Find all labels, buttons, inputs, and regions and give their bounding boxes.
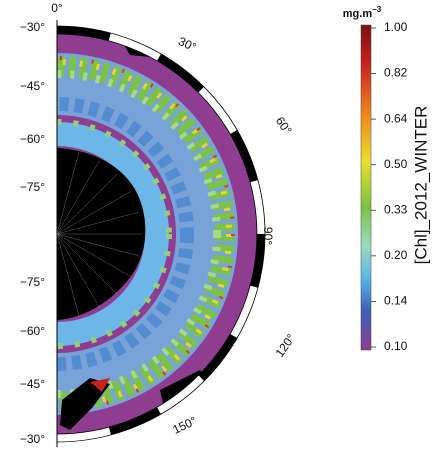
longitude-label: 150° — [170, 414, 199, 437]
colorbar-tick-label: 0.50 — [384, 157, 408, 171]
colorbar-tick-label: 1.00 — [384, 20, 408, 34]
colorbar — [361, 25, 371, 350]
colorbar-tick-label: 0.33 — [384, 202, 408, 216]
longitude-label: 90° — [261, 227, 275, 245]
colorbar-title: [Chl]_2012_WINTER — [411, 106, 430, 265]
longitude-label: 60° — [273, 114, 295, 137]
latitude-label: −45° — [20, 79, 45, 93]
latitude-label: −45° — [20, 377, 45, 391]
colorbar-tick-label: 0.10 — [384, 339, 408, 353]
colorbar-tick-label: 0.82 — [384, 66, 408, 80]
colorbar-ticks: 1.00 0.82 0.64 0.50 0.33 0.20 0.14 0.10 — [371, 20, 408, 353]
longitude-label: 0° — [51, 1, 63, 15]
longitude-label: 120° — [272, 331, 298, 360]
latitude-label: −30° — [20, 20, 45, 34]
colorbar-tick-label: 0.20 — [384, 248, 408, 262]
colorbar-tick-label: 0.14 — [384, 294, 408, 308]
unit-text: mg.m — [343, 8, 373, 20]
latitude-label: −60° — [20, 324, 45, 338]
latitude-label: −75° — [20, 180, 45, 194]
latitude-labels: −30° −45° −60° −75° −75° −60° −45° −30° — [20, 20, 45, 446]
map-figure: −30° −45° −60° −75° −75° −60° −45° −30° 0° 30° 60… — [0, 0, 442, 447]
colorbar-tick-label: 0.64 — [384, 111, 408, 125]
latitude-label: −60° — [20, 132, 45, 146]
longitude-label: 30° — [176, 34, 199, 54]
latitude-label: −30° — [20, 432, 45, 446]
unit-exponent: −3 — [372, 5, 382, 14]
latitude-label: −75° — [20, 275, 45, 289]
colorbar-unit: mg.m−3 — [343, 5, 382, 20]
